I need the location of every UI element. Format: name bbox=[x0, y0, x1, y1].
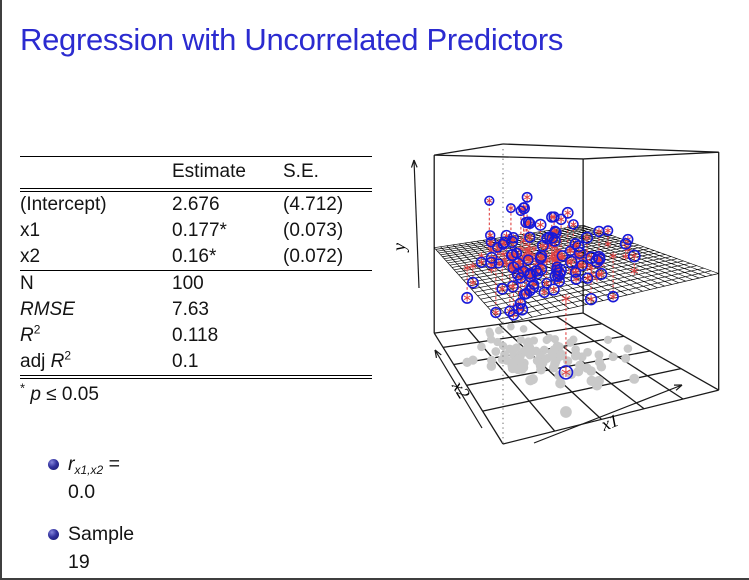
se-value: (0.072) bbox=[283, 244, 372, 271]
header-se: S.E. bbox=[283, 156, 372, 192]
table-row-x2: x2 0.16* (0.072) bbox=[20, 244, 372, 271]
table-row-intercept: (Intercept) 2.676 (4.712) bbox=[20, 190, 372, 218]
header-estimate: Estimate bbox=[172, 156, 283, 192]
estimate-value: 0.16* bbox=[172, 244, 283, 271]
row-label: RMSE bbox=[20, 297, 172, 323]
stat-label-italic: R bbox=[20, 325, 34, 346]
se-value: (0.073) bbox=[283, 220, 344, 241]
empty-cell bbox=[283, 323, 372, 349]
bounding-box-wireframe bbox=[433, 143, 720, 391]
slide-title: Regression with Uncorrelated Predictors bbox=[20, 22, 564, 57]
regression-table: Estimate S.E. (Intercept) 2.676 (4.712) … bbox=[20, 156, 372, 379]
empty-cell bbox=[283, 271, 372, 298]
x1-axis-label: x1 bbox=[597, 410, 621, 435]
bullet-list: rx1,x2 = 0.0 Sample 19 bbox=[48, 450, 208, 578]
axis-arrows bbox=[410, 159, 683, 444]
table-row-adj-r2: adj R2 0.1 bbox=[20, 349, 372, 379]
sample-label: Sample bbox=[68, 523, 135, 545]
bullet-sample-text: Sample 19 bbox=[68, 520, 134, 576]
row-label: R2 bbox=[20, 323, 172, 349]
y-axis-label: y bbox=[389, 243, 409, 253]
header-empty bbox=[20, 156, 172, 192]
stat-label-sup: 2 bbox=[33, 323, 41, 337]
floor-grid bbox=[433, 312, 720, 445]
row-label: (Intercept) bbox=[20, 194, 107, 215]
table-row-x1: x1 0.177* (0.073) bbox=[20, 218, 372, 244]
row-label: N bbox=[20, 271, 172, 298]
stat-label-italic: RMSE bbox=[20, 299, 75, 320]
data-point-circles bbox=[461, 191, 641, 380]
table-row-rmse: RMSE 7.63 bbox=[20, 297, 372, 323]
empty-cell bbox=[283, 349, 372, 379]
row-label: adj R2 bbox=[20, 349, 172, 379]
equals-sign: = bbox=[103, 453, 120, 475]
table-header-row: Estimate S.E. bbox=[20, 156, 372, 192]
table-row-n: N 100 bbox=[20, 271, 372, 298]
regression-table-wrap: Estimate S.E. (Intercept) 2.676 (4.712) … bbox=[20, 156, 372, 406]
r-symbol: r bbox=[68, 453, 75, 475]
row-label: x1 bbox=[20, 220, 41, 241]
bullet-ball-icon bbox=[48, 529, 59, 540]
footnote-threshold: ≤ 0.05 bbox=[40, 384, 99, 405]
significance-footnote: * p ≤ 0.05 bbox=[20, 380, 372, 406]
stat-label: adj bbox=[20, 351, 51, 372]
bullet-sample: Sample 19 bbox=[48, 520, 208, 576]
r-subscript: x1,x2 bbox=[74, 463, 104, 477]
stat-value: 0.118 bbox=[172, 325, 219, 346]
stat-label-italic: R bbox=[50, 351, 65, 372]
row-label: x2 bbox=[20, 244, 172, 271]
bullet-correlation-text: rx1,x2 = 0.0 bbox=[68, 450, 120, 506]
sample-number: 19 bbox=[68, 551, 90, 573]
x2-axis-label: x2 bbox=[448, 376, 474, 402]
stat-value: 7.63 bbox=[172, 299, 209, 320]
estimate-value: 2.676 bbox=[172, 194, 220, 215]
empty-cell bbox=[283, 297, 372, 323]
footnote-pvar: p bbox=[30, 384, 41, 405]
footnote-marker: * bbox=[20, 380, 26, 396]
stat-value: 0.1 bbox=[172, 349, 283, 379]
table-row-r2: R2 0.118 bbox=[20, 323, 372, 349]
estimate-value: 0.177* bbox=[172, 220, 227, 241]
bullet-ball-icon bbox=[48, 459, 59, 470]
stat-value: 100 bbox=[172, 273, 204, 294]
floor-projection-points bbox=[462, 322, 640, 418]
se-value: (4.712) bbox=[283, 194, 344, 215]
correlation-value: 0.0 bbox=[68, 481, 96, 503]
bullet-correlation: rx1,x2 = 0.0 bbox=[48, 450, 208, 506]
stat-label: N bbox=[20, 273, 34, 294]
stat-label-sup: 2 bbox=[64, 349, 72, 363]
